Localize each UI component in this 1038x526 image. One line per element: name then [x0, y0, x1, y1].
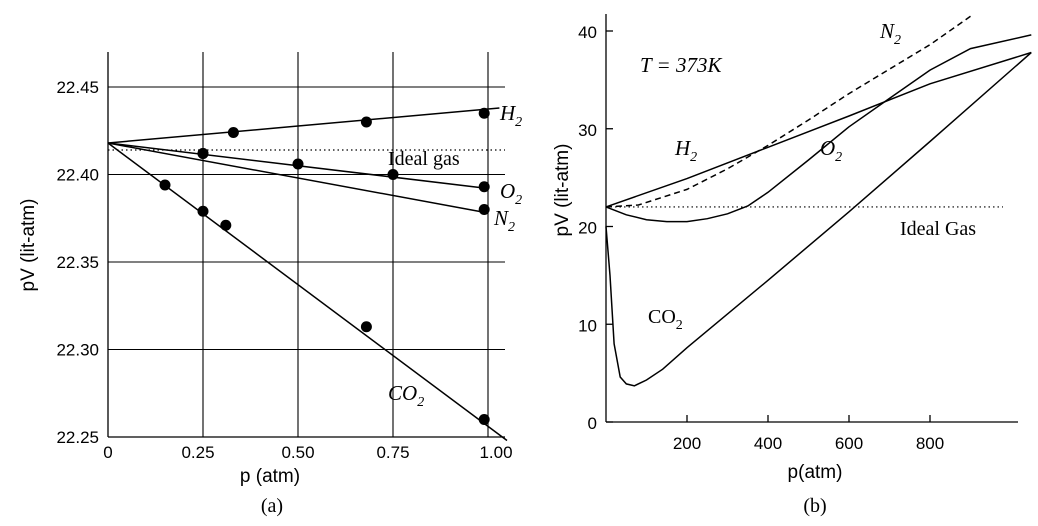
data-point-co2: [360, 321, 372, 333]
data-point-co2: [478, 414, 490, 425]
y-tick-label: 22.30: [56, 341, 99, 360]
series-line-n2: [605, 15, 971, 208]
series-label-n2: N2: [879, 19, 901, 48]
ideal-gas-label: Ideal gas: [388, 148, 460, 170]
series-label-co2: CO2: [388, 381, 424, 410]
x-axis-label: p(atm): [788, 462, 843, 483]
x-tick-label: 0.50: [281, 443, 314, 462]
x-tick-label: 0: [103, 443, 112, 462]
data-point-h2: [227, 127, 239, 138]
y-tick-label: 22.35: [56, 253, 99, 272]
y-tick-label: 22.40: [56, 166, 99, 185]
y-tick-label: 22.45: [56, 78, 99, 97]
panel-caption-b: (b): [803, 495, 826, 517]
series-label-o2: O2: [820, 136, 842, 165]
y-tick-label: 10: [578, 316, 597, 335]
series-line-h2: [605, 51, 1032, 208]
y-tick-label: 0: [588, 414, 597, 433]
series-line-co2: [605, 51, 1032, 387]
x-tick-label: 0.75: [376, 443, 409, 462]
series-label-o2: O2: [500, 179, 522, 208]
data-point-co2: [159, 179, 171, 191]
y-tick-label: 20: [578, 219, 597, 238]
x-tick-label: 600: [835, 434, 863, 453]
series-label-co2: CO2: [648, 306, 683, 333]
data-point-h2: [360, 116, 372, 128]
temperature-annotation: T = 373K: [640, 53, 722, 77]
series-line-h2: [107, 107, 500, 144]
x-tick-label: 400: [754, 434, 782, 453]
y-axis-label: pV (lit-atm): [18, 199, 39, 292]
data-point-h2: [478, 107, 490, 119]
panel-caption-a: (a): [261, 495, 283, 517]
series-line-o2: [605, 34, 1032, 223]
y-tick-label: 40: [578, 23, 597, 42]
data-point-co2: [197, 205, 209, 217]
series-line-n2: [107, 142, 489, 214]
x-tick-label: 200: [673, 434, 701, 453]
y-tick-label: 22.25: [56, 428, 99, 447]
series-label-h2: H2: [674, 136, 697, 165]
x-axis-label: p (atm): [240, 466, 300, 487]
data-point-o2: [387, 169, 399, 180]
data-point-n2: [197, 148, 209, 159]
ideal-gas-label: Ideal Gas: [900, 218, 976, 240]
x-tick-label: 1.00: [479, 443, 512, 462]
data-point-co2: [220, 219, 232, 231]
series-label-h2: H2: [499, 101, 522, 130]
series-line-co2: [107, 142, 508, 442]
data-point-n2: [478, 204, 490, 215]
x-tick-label: 800: [916, 434, 944, 453]
data-point-o2: [478, 181, 490, 193]
panel-b: Ideal Gas H2 N2 O2 CO2 T = 373K 0 10 20 30 40 200 40…: [552, 14, 1032, 517]
y-axis-label: pV (lit-atm): [552, 144, 573, 237]
y-tick-label: 30: [578, 121, 597, 140]
x-tick-label: 0.25: [181, 443, 214, 462]
data-point-o2: [292, 158, 304, 170]
series-label-n2: N2: [493, 206, 515, 235]
